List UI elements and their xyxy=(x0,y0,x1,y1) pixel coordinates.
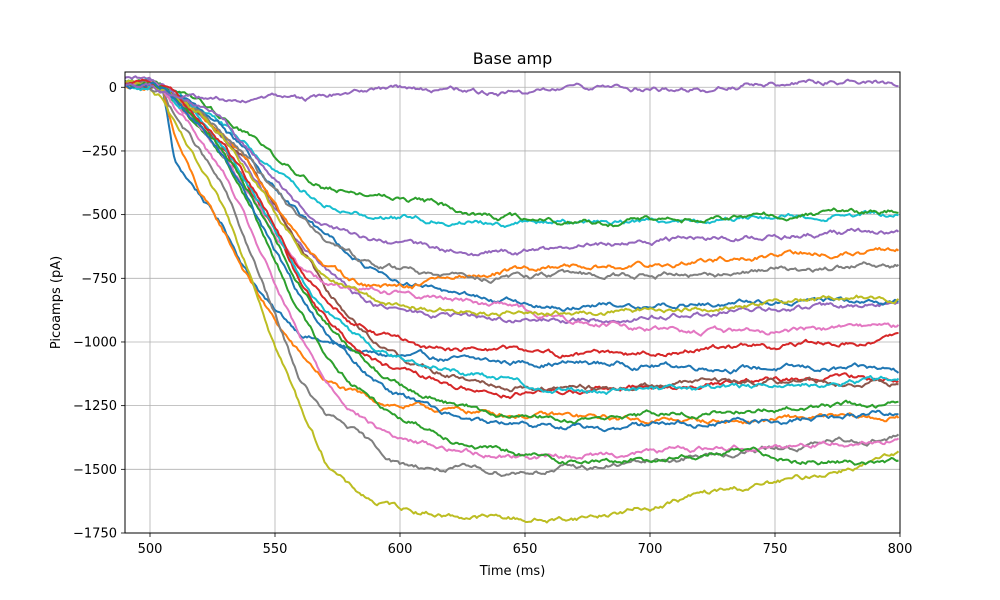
y-tick-label: 0 xyxy=(109,81,117,96)
series-line xyxy=(125,83,900,395)
series-line xyxy=(125,79,899,228)
y-tick-label: −1750 xyxy=(73,527,117,542)
plot-frame xyxy=(124,71,901,534)
series-line xyxy=(125,79,900,290)
series-line xyxy=(125,81,899,433)
x-tick-label: 500 xyxy=(138,542,163,557)
series-line xyxy=(125,78,899,228)
x-tick-label: 600 xyxy=(388,542,413,557)
series-line xyxy=(125,79,899,312)
y-tick-label: −1000 xyxy=(73,335,117,350)
x-tick-label: 800 xyxy=(888,542,913,557)
x-tick-label: 700 xyxy=(638,542,663,557)
y-tick-label: −1500 xyxy=(73,463,117,478)
series-line xyxy=(125,79,900,284)
x-tick-label: 650 xyxy=(513,542,538,557)
series-line xyxy=(125,80,900,337)
y-axis-label: Picoamps (pA) xyxy=(49,256,64,349)
y-axis-ticks: 0 −250 −500 −750 −1000 −1250 −1500 −1750 xyxy=(73,81,125,542)
x-tick-label: 550 xyxy=(263,542,288,557)
series-line xyxy=(125,79,900,317)
series-line xyxy=(125,78,900,257)
series-line xyxy=(125,75,899,325)
y-tick-label: −1250 xyxy=(73,399,117,414)
y-tick-label: −500 xyxy=(81,208,117,223)
chart-title: Base amp xyxy=(473,49,553,68)
series-line xyxy=(125,79,899,466)
series-line xyxy=(125,78,899,359)
series-group xyxy=(125,75,900,524)
y-tick-label: −250 xyxy=(81,144,117,159)
series-line xyxy=(125,81,899,425)
series-line xyxy=(125,82,900,524)
series-line xyxy=(125,78,899,104)
x-tick-label: 750 xyxy=(763,542,788,557)
series-line xyxy=(125,80,900,460)
y-tick-label: −750 xyxy=(81,272,117,287)
x-axis-label: Time (ms) xyxy=(479,564,546,579)
x-axis-ticks: 500 550 600 650 700 750 800 xyxy=(138,533,913,557)
